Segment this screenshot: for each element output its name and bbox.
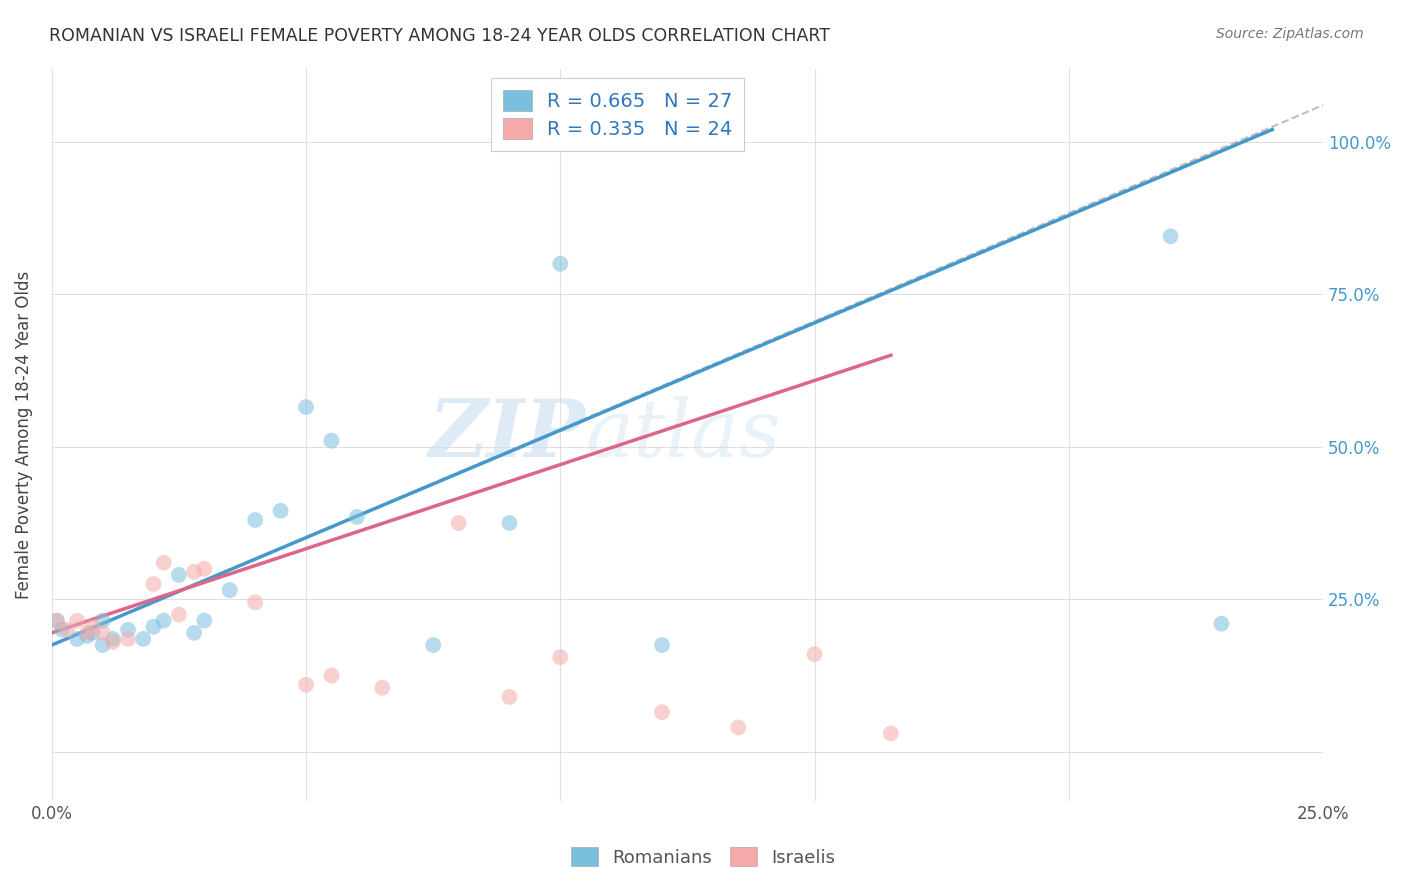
Point: [56, 623, 79, 637]
Legend: R = 0.665   N = 27, R = 0.335   N = 24: R = 0.665 N = 27, R = 0.335 N = 24: [491, 78, 744, 151]
Point: [142, 620, 165, 634]
Legend: Romanians, Israelis: Romanians, Israelis: [564, 840, 842, 874]
Point: [550, 257, 572, 271]
Point: [880, 726, 903, 740]
Point: [270, 504, 292, 518]
Point: [101, 635, 124, 649]
Point: [371, 681, 394, 695]
Point: [550, 650, 572, 665]
Point: [1211, 616, 1233, 631]
Text: ZIP: ZIP: [429, 396, 586, 474]
Point: [243, 595, 266, 609]
Point: [651, 638, 673, 652]
Point: [295, 400, 318, 414]
Point: [193, 614, 215, 628]
Point: [346, 510, 368, 524]
Point: [101, 632, 124, 646]
Point: [218, 583, 240, 598]
Point: [82, 620, 104, 634]
Point: [142, 577, 165, 591]
Point: [167, 567, 190, 582]
Point: [498, 516, 520, 530]
Point: [76, 629, 98, 643]
Point: [183, 625, 205, 640]
Point: [45, 614, 67, 628]
Point: [45, 614, 67, 628]
Point: [132, 632, 155, 646]
Text: Source: ZipAtlas.com: Source: ZipAtlas.com: [1216, 27, 1364, 41]
Point: [321, 668, 343, 682]
Point: [91, 638, 114, 652]
Point: [183, 565, 205, 579]
Point: [167, 607, 190, 622]
Point: [447, 516, 470, 530]
Point: [91, 614, 114, 628]
Point: [76, 625, 98, 640]
Point: [295, 678, 318, 692]
Point: [727, 720, 749, 734]
Point: [117, 623, 139, 637]
Point: [1160, 229, 1182, 244]
Point: [321, 434, 343, 448]
Point: [152, 614, 174, 628]
Point: [243, 513, 266, 527]
Point: [422, 638, 444, 652]
Point: [66, 614, 89, 628]
Point: [91, 625, 114, 640]
Text: ROMANIAN VS ISRAELI FEMALE POVERTY AMONG 18-24 YEAR OLDS CORRELATION CHART: ROMANIAN VS ISRAELI FEMALE POVERTY AMONG…: [49, 27, 830, 45]
Y-axis label: Female Poverty Among 18-24 Year Olds: Female Poverty Among 18-24 Year Olds: [15, 270, 32, 599]
Point: [117, 632, 139, 646]
Point: [51, 623, 73, 637]
Text: atlas: atlas: [586, 396, 782, 474]
Point: [803, 647, 825, 661]
Point: [651, 705, 673, 719]
Point: [82, 625, 104, 640]
Point: [152, 556, 174, 570]
Point: [193, 562, 215, 576]
Point: [498, 690, 520, 704]
Point: [66, 632, 89, 646]
